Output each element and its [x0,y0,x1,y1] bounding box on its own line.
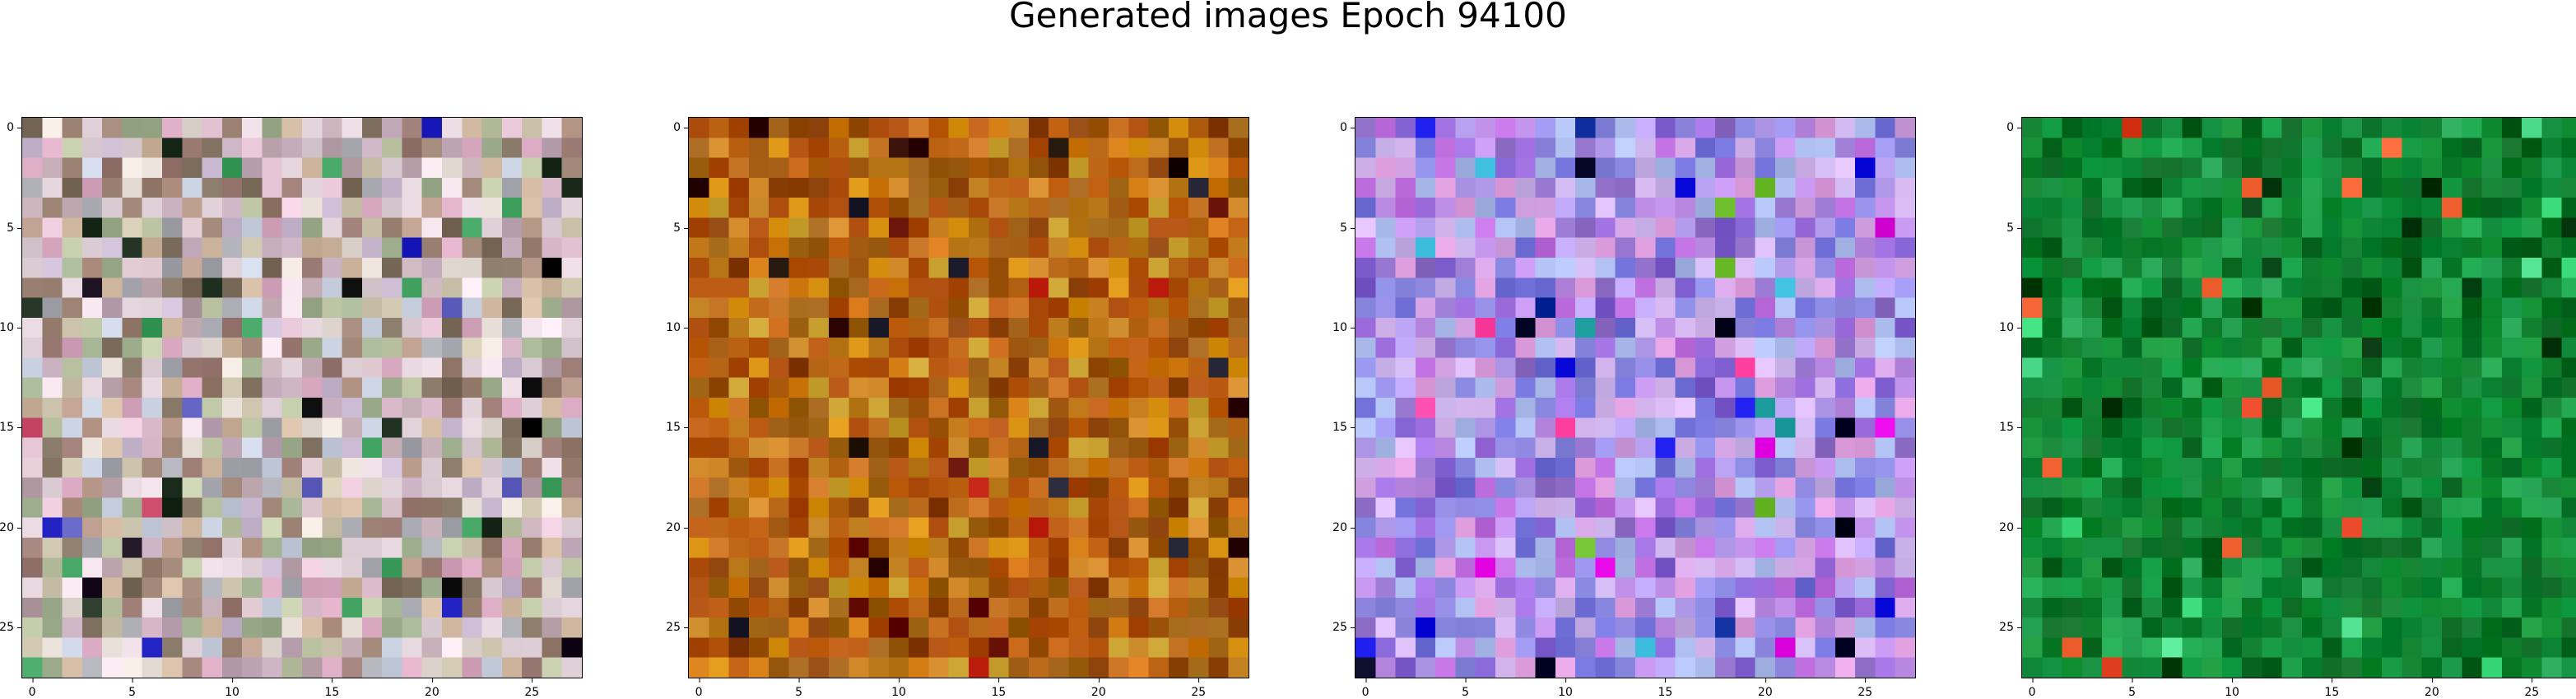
figure-title: Generated images Epoch 94100 [0,0,2576,68]
x-tick-label: 5 [2128,678,2137,699]
x-tick-label: 15 [1658,678,1673,699]
x-tick-label: 0 [695,678,703,699]
image-panel-4: 0 0 5 5 10 10 15 15 20 20 25 25 [1999,117,2576,699]
y-tick-label: 5 [2006,221,2022,235]
x-tick-label: 10 [1558,678,1573,699]
x-tick-label: 5 [795,678,803,699]
x-tick-label: 5 [128,678,137,699]
y-tick-label: 15 [0,421,22,435]
x-tick-label: 20 [2424,678,2439,699]
y-tick-label: 5 [1340,221,1355,235]
x-tick-label: 10 [891,678,906,699]
axes-frame [21,117,583,678]
y-tick-label: 10 [1332,321,1355,334]
x-tick-label: 25 [524,678,540,699]
axes-frame [1355,117,1916,678]
y-tick-label: 20 [1332,520,1355,534]
generated-image-4 [2022,118,2576,678]
y-tick-label: 20 [1999,520,2022,534]
y-tick-label: 10 [1999,321,2022,334]
x-tick-label: 20 [424,678,439,699]
x-tick-label: 0 [28,678,36,699]
y-tick-label: 20 [666,520,689,534]
y-tick-label: 15 [1332,421,1355,435]
x-tick-label: 10 [225,678,239,699]
x-tick-label: 0 [1361,678,1369,699]
x-tick-label: 15 [991,678,1007,699]
x-tick-label: 25 [2524,678,2540,699]
axes-frame [2021,117,2576,678]
x-tick-label: 10 [2225,678,2239,699]
y-tick-label: 0 [7,121,22,135]
x-tick-label: 25 [1858,678,1873,699]
y-tick-label: 5 [7,221,22,235]
y-tick-label: 25 [1332,621,1355,635]
y-tick-label: 25 [666,621,689,635]
y-tick-label: 0 [2006,121,2022,135]
y-tick-label: 0 [673,121,689,135]
y-tick-label: 5 [673,221,689,235]
generated-image-2 [689,118,1248,678]
x-tick-label: 5 [1462,678,1470,699]
y-tick-label: 15 [666,421,689,435]
x-tick-label: 25 [1191,678,1207,699]
x-tick-label: 20 [1757,678,1773,699]
y-tick-label: 20 [0,520,22,534]
x-tick-label: 15 [2324,678,2340,699]
generated-image-1 [22,118,582,678]
y-tick-label: 0 [1340,121,1355,135]
figure-title-text: Generated images Epoch 94100 [1009,0,1567,35]
image-panel-3: 0 0 5 5 10 10 15 15 20 20 25 25 [1332,117,1916,699]
y-tick-label: 25 [1999,621,2022,635]
y-tick-label: 10 [666,321,689,334]
x-tick-label: 20 [1090,678,1106,699]
y-tick-label: 25 [0,621,22,635]
image-panel-2: 0 0 5 5 10 10 15 15 20 20 25 25 [666,117,1249,699]
generated-image-3 [1355,118,1915,678]
x-tick-label: 15 [324,678,340,699]
y-tick-label: 15 [1999,421,2022,435]
image-panel-1: 0 0 5 5 10 10 15 15 20 20 25 25 [0,117,583,699]
y-tick-label: 10 [0,321,22,334]
x-tick-label: 0 [2028,678,2036,699]
axes-frame [688,117,1249,678]
